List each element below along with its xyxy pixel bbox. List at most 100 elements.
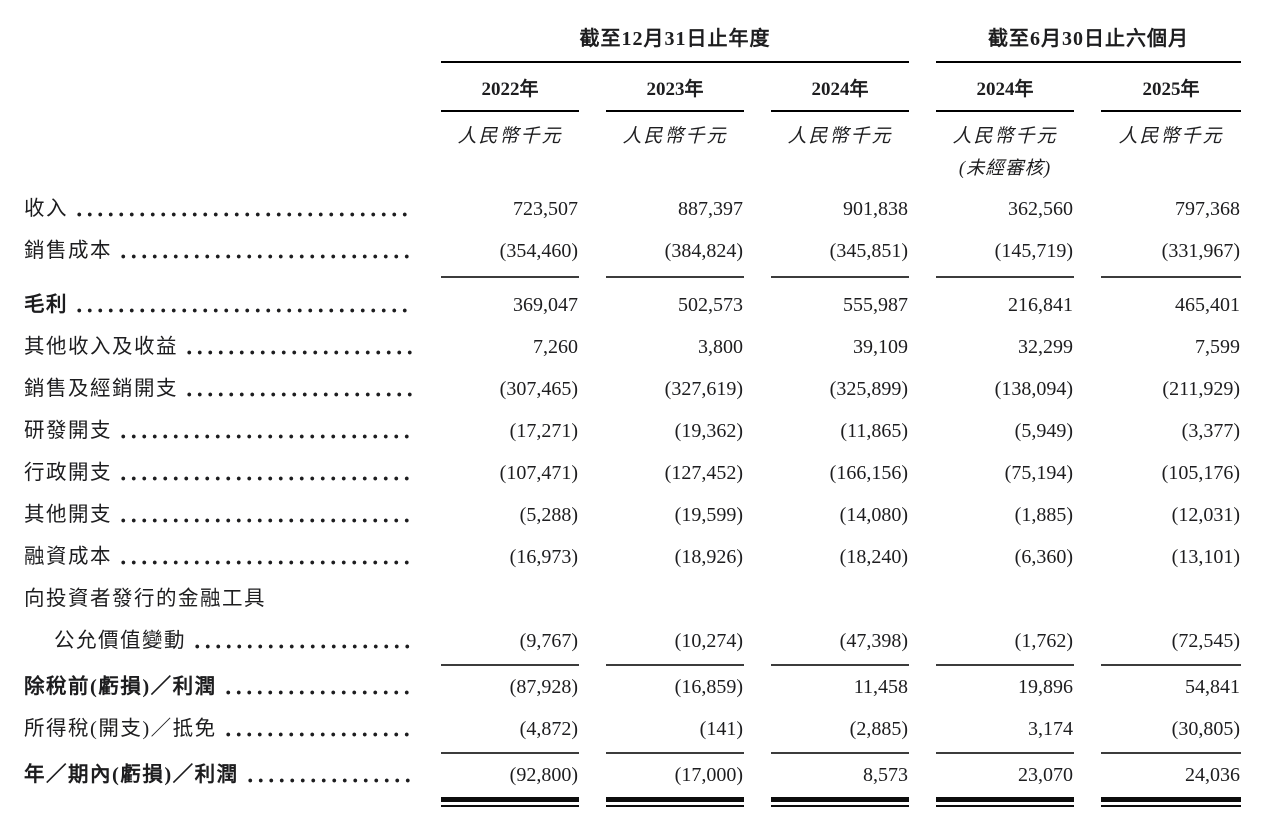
column-rule <box>1101 276 1241 278</box>
cell-value: 11,458 <box>853 676 908 698</box>
cell-value: (10,274) <box>674 630 743 652</box>
group-header-interim: 截至6月30日止六個月 <box>936 26 1241 63</box>
cell-value: 39,109 <box>853 336 908 358</box>
cell-value: (354,460) <box>499 240 578 262</box>
table-row: 研發開支 (17,271) (19,362) (11,865) (5,949) (3,37… <box>24 410 1265 452</box>
table-row: 除稅前(虧損)／利潤 (87,928) (16,859) 11,458 19,896 54… <box>24 666 1265 708</box>
column-rule <box>936 664 1074 666</box>
cell-value: (3,377) <box>1181 420 1240 442</box>
double-rule <box>441 797 579 807</box>
cell-value: (17,271) <box>509 420 578 442</box>
column-unaudited-note: (未經審核) <box>958 159 1052 179</box>
row-label: 銷售成本 <box>24 230 414 272</box>
column-year-header: 2022年 <box>441 63 579 112</box>
row-label-text: 所得稅(開支)／抵免 <box>24 718 217 740</box>
cell-value: (5,949) <box>1014 420 1073 442</box>
row-label-text: 公允價值變動 <box>54 630 186 652</box>
cell-value: 555,987 <box>843 294 908 316</box>
table-row: 年／期內(虧損)／利潤 (92,800) (17,000) 8,573 23,070 24… <box>24 754 1265 796</box>
table-row: 其他開支 (5,288) (19,599) (14,080) (1,885) (12,03… <box>24 494 1265 536</box>
separator-row <box>24 272 1265 284</box>
dot-leader <box>184 368 412 410</box>
cell-value: (4,872) <box>519 718 578 740</box>
row-label: 除稅前(虧損)／利潤 <box>24 666 414 708</box>
separator-row <box>24 662 1265 666</box>
cell-value: 8,573 <box>863 764 908 786</box>
cell-value: (72,545) <box>1171 630 1240 652</box>
cell-value: 502,573 <box>678 294 743 316</box>
double-rule <box>1101 797 1241 807</box>
cell-value: (9,767) <box>519 630 578 652</box>
cell-value: (47,398) <box>839 630 908 652</box>
cell-value: (13,101) <box>1171 546 1240 568</box>
row-label-text: 除稅前(虧損)／利潤 <box>24 676 217 698</box>
separator-row <box>24 750 1265 754</box>
cell-value: (19,599) <box>674 504 743 526</box>
cell-value: 216,841 <box>1008 294 1073 316</box>
cell-value: 3,174 <box>1028 718 1073 740</box>
cell-value: (18,240) <box>839 546 908 568</box>
cell-value: (325,899) <box>829 378 908 400</box>
column-rule <box>1101 752 1241 754</box>
dot-leader <box>184 326 412 368</box>
column-year-header: 2024年 <box>936 63 1074 112</box>
dot-leader <box>222 666 412 708</box>
table-row: 銷售及經銷開支 (307,465) (327,619) (325,899) (138,0… <box>24 368 1265 410</box>
column-rule <box>606 276 744 278</box>
table-row: 融資成本 (16,973) (18,926) (18,240) (6,360) (13,1… <box>24 536 1265 578</box>
column-year-header: 2025年 <box>1101 63 1241 112</box>
cell-value: (105,176) <box>1161 462 1240 484</box>
cell-value: (127,452) <box>664 462 743 484</box>
row-label-text: 銷售成本 <box>24 240 112 262</box>
cell-value: (384,824) <box>664 240 743 262</box>
table-row: 向投資者發行的金融工具 <box>24 578 1265 620</box>
column-year-header: 2024年 <box>771 63 909 112</box>
cell-value: 723,507 <box>513 198 578 220</box>
cell-value: (5,288) <box>519 504 578 526</box>
row-label-text: 研發開支 <box>24 420 112 442</box>
column-rule <box>771 664 909 666</box>
row-label: 公允價值變動 <box>24 620 414 662</box>
table-row: 公允價值變動 (9,767) (10,274) (47,398) (1,762) (72,… <box>24 620 1265 662</box>
cell-value: 901,838 <box>843 198 908 220</box>
cell-value: (345,851) <box>829 240 908 262</box>
cell-value: (87,928) <box>509 676 578 698</box>
row-label-text: 融資成本 <box>24 546 112 568</box>
cell-value: (6,360) <box>1014 546 1073 568</box>
row-label: 所得稅(開支)／抵免 <box>24 708 414 750</box>
row-label: 年／期內(虧損)／利潤 <box>24 754 414 796</box>
table-row: 其他收入及收益 7,260 3,800 39,109 32,299 7,599 <box>24 326 1265 368</box>
column-unit-label: 人民幣千元 <box>457 126 563 147</box>
cell-value: (331,967) <box>1161 240 1240 262</box>
cell-value: 54,841 <box>1185 676 1240 698</box>
cell-value: (2,885) <box>849 718 908 740</box>
column-rule <box>771 276 909 278</box>
cell-value: (18,926) <box>674 546 743 568</box>
table-year-header-row: 2022年 2023年 2024年 2024年 2025年 <box>24 63 1265 112</box>
dot-leader <box>74 284 412 326</box>
table-row: 行政開支 (107,471) (127,452) (166,156) (75,194) (… <box>24 452 1265 494</box>
cell-value: (138,094) <box>994 378 1073 400</box>
column-unit-label: 人民幣千元 <box>952 126 1058 147</box>
cell-value: 3,800 <box>698 336 743 358</box>
cell-value: 887,397 <box>678 198 743 220</box>
table-note-row: (未經審核) <box>24 150 1265 182</box>
cell-value: (11,865) <box>840 420 908 442</box>
row-label: 行政開支 <box>24 452 414 494</box>
cell-value: (211,929) <box>1162 378 1240 400</box>
row-label-text: 毛利 <box>24 294 68 316</box>
cell-value: (107,471) <box>499 462 578 484</box>
column-unit-label: 人民幣千元 <box>622 126 728 147</box>
cell-value: 465,401 <box>1175 294 1240 316</box>
row-label: 其他開支 <box>24 494 414 536</box>
cell-value: (92,800) <box>509 764 578 786</box>
cell-value: (14,080) <box>839 504 908 526</box>
column-rule <box>441 752 579 754</box>
cell-value: (141) <box>699 718 743 740</box>
cell-value: (17,000) <box>674 764 743 786</box>
row-label-text: 其他收入及收益 <box>24 336 178 358</box>
row-label-text: 銷售及經銷開支 <box>24 378 178 400</box>
row-label-text: 行政開支 <box>24 462 112 484</box>
group-header-annual: 截至12月31日止年度 <box>441 26 909 63</box>
cell-value: (75,194) <box>1004 462 1073 484</box>
